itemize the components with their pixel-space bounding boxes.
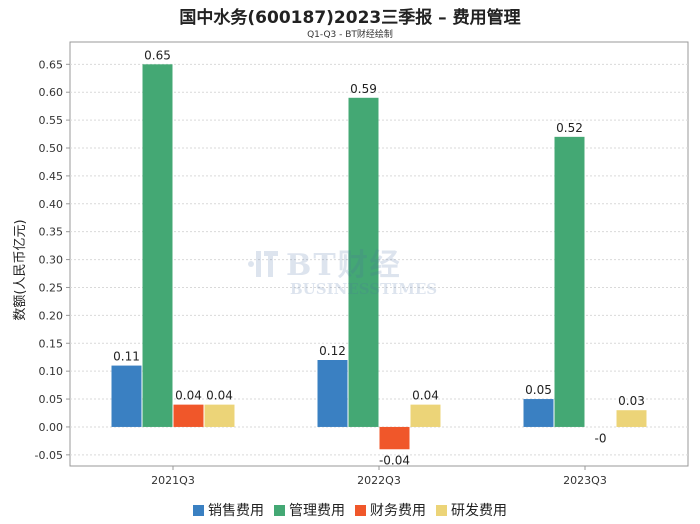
legend-swatch [355, 505, 366, 516]
data-label: 0.11 [113, 350, 140, 364]
legend-swatch [193, 505, 204, 516]
y-tick-label: 0.10 [39, 365, 64, 378]
y-tick-label: 0.65 [39, 58, 64, 71]
y-tick-label: 0.05 [39, 393, 64, 406]
bars [111, 64, 647, 450]
x-tick-labels: 2021Q3 2022Q3 2023Q3 [151, 466, 607, 487]
x-tick-label: 2021Q3 [151, 474, 195, 487]
y-tick-labels: -0.05 0.00 0.05 0.10 0.15 0.20 0.25 0.30 0.35 0.4… [35, 58, 63, 462]
legend-item: 财务费用 [355, 500, 426, 520]
data-label: -0 [595, 432, 607, 446]
legend-label: 研发费用 [451, 503, 507, 519]
data-label: 0.65 [144, 48, 171, 62]
grid-layer [66, 41, 689, 467]
y-axis-label: 数额(人民币亿元) [13, 219, 28, 320]
bar [142, 64, 173, 427]
y-tick-label: 0.15 [39, 337, 64, 350]
data-labels: 0.11 0.65 0.04 0.04 0.12 0.59 -0.04 0.04 0.05 0.5… [113, 48, 645, 467]
bar [348, 97, 379, 427]
data-label: 0.03 [618, 394, 645, 408]
data-label: 0.52 [556, 121, 583, 135]
y-tick-label: 0.35 [39, 226, 64, 239]
y-tick-label: 0.40 [39, 198, 64, 211]
legend-item: 研发费用 [436, 500, 507, 520]
bar [410, 404, 441, 427]
y-tick-label: 0.55 [39, 114, 64, 127]
bar [317, 360, 348, 427]
y-tick-label: -0.05 [35, 449, 63, 462]
bar [523, 399, 554, 427]
y-tick-label: 0.30 [39, 254, 64, 267]
data-label: 0.04 [412, 389, 439, 403]
bar [379, 426, 410, 450]
x-tick-label: 2023Q3 [563, 474, 607, 487]
y-tick-label: 0.60 [39, 86, 64, 99]
data-label: 0.12 [319, 344, 346, 358]
data-label: 0.04 [175, 389, 202, 403]
data-label: 0.04 [206, 389, 233, 403]
y-tick-label: 0.00 [39, 421, 64, 434]
y-tick-label: 0.20 [39, 309, 64, 322]
legend-label: 销售费用 [208, 503, 264, 519]
bar [554, 136, 585, 427]
legend-item: 销售费用 [193, 500, 264, 520]
chart-title: 国中水务(600187)2023三季报 – 费用管理 [179, 8, 521, 28]
data-label: -0.04 [379, 453, 410, 467]
legend-swatch [436, 505, 447, 516]
y-tick-label: 0.25 [39, 281, 64, 294]
data-label: 0.05 [525, 383, 552, 397]
legend-label: 管理费用 [289, 503, 345, 519]
data-label: 0.59 [350, 82, 377, 96]
y-tick-label: 0.50 [39, 142, 64, 155]
bar [111, 365, 142, 427]
bar [616, 410, 647, 427]
y-tick-label: 0.45 [39, 170, 64, 183]
bar [204, 404, 235, 427]
legend-item: 管理费用 [274, 500, 345, 520]
x-tick-label: 2022Q3 [357, 474, 401, 487]
chart-subtitle: Q1-Q3 - BT财经绘制 [307, 30, 393, 40]
legend-label: 财务费用 [370, 503, 426, 519]
legend: 销售费用 管理费用 财务费用 研发费用 [0, 500, 700, 520]
legend-swatch [274, 505, 285, 516]
bar [173, 404, 204, 427]
